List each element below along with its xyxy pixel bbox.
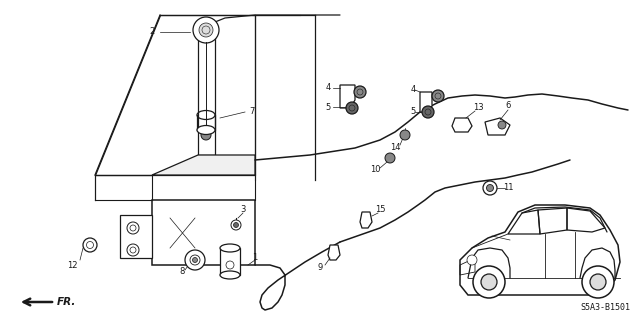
Circle shape [193,17,219,43]
Text: 10: 10 [370,166,380,174]
Polygon shape [485,118,510,135]
Polygon shape [152,155,255,175]
Polygon shape [360,212,372,228]
Circle shape [498,121,506,129]
Polygon shape [152,200,255,265]
Circle shape [400,130,410,140]
Text: 2: 2 [149,27,155,36]
Text: 5: 5 [410,108,415,116]
Circle shape [486,184,493,191]
Circle shape [473,266,505,298]
Polygon shape [452,118,472,132]
Text: 1: 1 [252,254,258,263]
Circle shape [467,255,477,265]
Ellipse shape [197,125,215,135]
Circle shape [582,266,614,298]
Polygon shape [420,92,432,112]
Circle shape [481,274,497,290]
Circle shape [346,102,358,114]
Circle shape [483,181,497,195]
Text: 12: 12 [67,261,77,270]
Polygon shape [95,15,255,175]
Text: 7: 7 [250,108,255,116]
Circle shape [185,250,205,270]
Circle shape [422,106,434,118]
Circle shape [127,222,139,234]
Ellipse shape [220,271,240,279]
Circle shape [201,130,211,140]
Text: 14: 14 [390,144,400,152]
Text: 3: 3 [240,205,246,214]
Text: 8: 8 [179,268,185,277]
Text: 13: 13 [473,103,483,113]
Polygon shape [198,22,215,155]
Polygon shape [328,245,340,260]
Text: 4: 4 [325,84,331,93]
Text: S5A3-B1501: S5A3-B1501 [580,303,630,312]
Circle shape [127,244,139,256]
Circle shape [354,86,366,98]
Ellipse shape [220,244,240,252]
Polygon shape [340,85,355,108]
Circle shape [199,23,213,37]
Circle shape [432,90,444,102]
Text: 9: 9 [317,263,323,272]
Text: 11: 11 [503,183,513,192]
Circle shape [385,153,395,163]
Text: 15: 15 [375,205,385,214]
Text: 4: 4 [410,85,415,94]
Circle shape [590,274,606,290]
Circle shape [83,238,97,252]
Circle shape [193,257,198,263]
Text: FR.: FR. [57,297,76,307]
Polygon shape [120,215,152,258]
Text: 5: 5 [325,102,331,112]
Text: 6: 6 [506,100,511,109]
Circle shape [234,222,239,227]
Polygon shape [460,205,620,295]
Polygon shape [220,248,240,275]
Circle shape [231,220,241,230]
